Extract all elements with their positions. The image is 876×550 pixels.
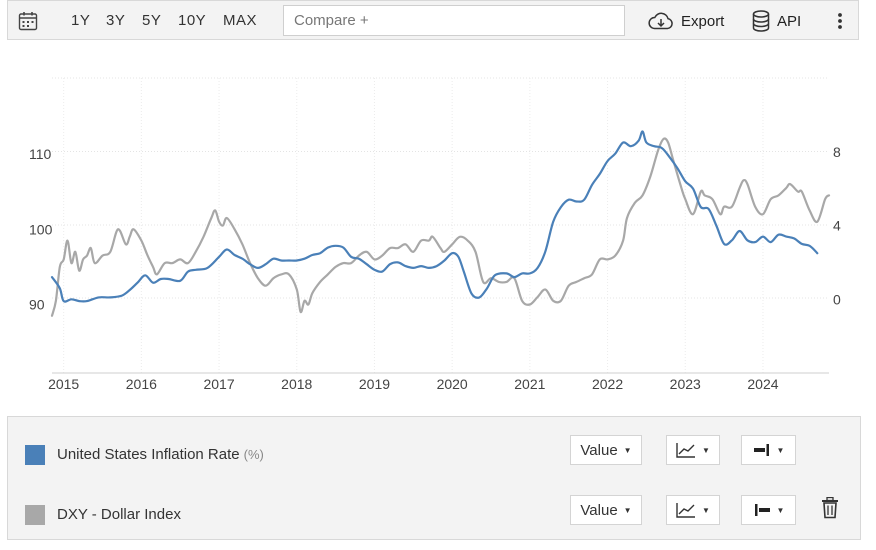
series-line-inflation[interactable] xyxy=(50,130,819,303)
series-panel: United States Inflation Rate (%) Value ▼ ▼… xyxy=(7,416,861,540)
line-chart-icon xyxy=(676,443,696,458)
y-right-tick-label: 8 xyxy=(833,144,841,160)
x-tick-label: 2020 xyxy=(437,376,468,392)
axis-dropdown[interactable]: ▼ xyxy=(741,435,796,465)
series-unit: (%) xyxy=(243,447,264,462)
series-color-swatch[interactable] xyxy=(25,445,45,465)
x-tick-label: 2024 xyxy=(747,376,778,392)
x-tick-label: 2018 xyxy=(281,376,312,392)
export-button[interactable]: Export xyxy=(648,10,724,32)
axis-left-icon xyxy=(754,504,770,516)
compare-input[interactable] xyxy=(283,5,625,36)
y-right-tick-label: 4 xyxy=(833,218,841,234)
chart-series xyxy=(50,130,831,317)
y-right-tick-label: 0 xyxy=(833,291,841,307)
range-5y-button[interactable]: 5Y xyxy=(142,12,162,29)
chart-widget: 1Y 3Y 5Y 10Y MAX Export API xyxy=(7,0,861,540)
y-left-tick-label: 100 xyxy=(29,221,53,237)
x-tick-label: 2022 xyxy=(592,376,623,392)
x-tick-label: 2021 xyxy=(514,376,545,392)
series-line-dxy[interactable] xyxy=(50,137,831,317)
range-max-button[interactable]: MAX xyxy=(223,12,258,29)
x-tick-label: 2019 xyxy=(359,376,390,392)
y-left-tick-label: 110 xyxy=(29,146,52,162)
axis-dropdown[interactable]: ▼ xyxy=(741,495,796,525)
calendar-icon[interactable] xyxy=(18,11,38,31)
series-name: United States Inflation Rate (%) xyxy=(57,446,264,463)
chart-type-dropdown[interactable]: ▼ xyxy=(666,495,720,525)
trash-icon[interactable] xyxy=(821,497,839,519)
cloud-download-icon xyxy=(648,12,673,30)
chart-type-dropdown[interactable]: ▼ xyxy=(666,435,720,465)
chart-axes: 2015 2016 2017 2018 2019 2020 2021 2022 2023 2024… xyxy=(29,144,841,392)
range-3y-button[interactable]: 3Y xyxy=(106,12,126,29)
value-mode-dropdown[interactable]: Value ▼ xyxy=(570,435,642,465)
export-label: Export xyxy=(681,12,725,30)
axis-right-icon xyxy=(753,444,769,456)
api-label: API xyxy=(777,12,802,30)
api-button[interactable]: API xyxy=(752,10,801,32)
series-color-swatch[interactable] xyxy=(25,505,45,525)
line-chart: 2015 2016 2017 2018 2019 2020 2021 2022 2023 2024… xyxy=(29,77,841,392)
more-vertical-icon[interactable] xyxy=(834,11,846,31)
x-tick-label: 2015 xyxy=(48,376,79,392)
x-tick-label: 2017 xyxy=(203,376,234,392)
value-mode-dropdown[interactable]: Value ▼ xyxy=(570,495,642,525)
chart-toolbar: 1Y 3Y 5Y 10Y MAX Export API xyxy=(7,0,859,40)
range-10y-button[interactable]: 10Y xyxy=(178,12,207,29)
series-name: DXY - Dollar Index xyxy=(57,506,181,523)
database-icon xyxy=(752,10,770,32)
x-tick-label: 2023 xyxy=(670,376,701,392)
series-row-inflation: United States Inflation Rate (%) Value ▼ ▼… xyxy=(8,435,860,475)
series-row-dxy: DXY - Dollar Index Value ▼ ▼ ▼ xyxy=(8,495,860,535)
line-chart-icon xyxy=(676,503,696,518)
x-tick-label: 2016 xyxy=(126,376,157,392)
chart-grid xyxy=(52,77,829,374)
y-left-tick-label: 90 xyxy=(29,297,45,313)
range-1y-button[interactable]: 1Y xyxy=(71,12,91,29)
